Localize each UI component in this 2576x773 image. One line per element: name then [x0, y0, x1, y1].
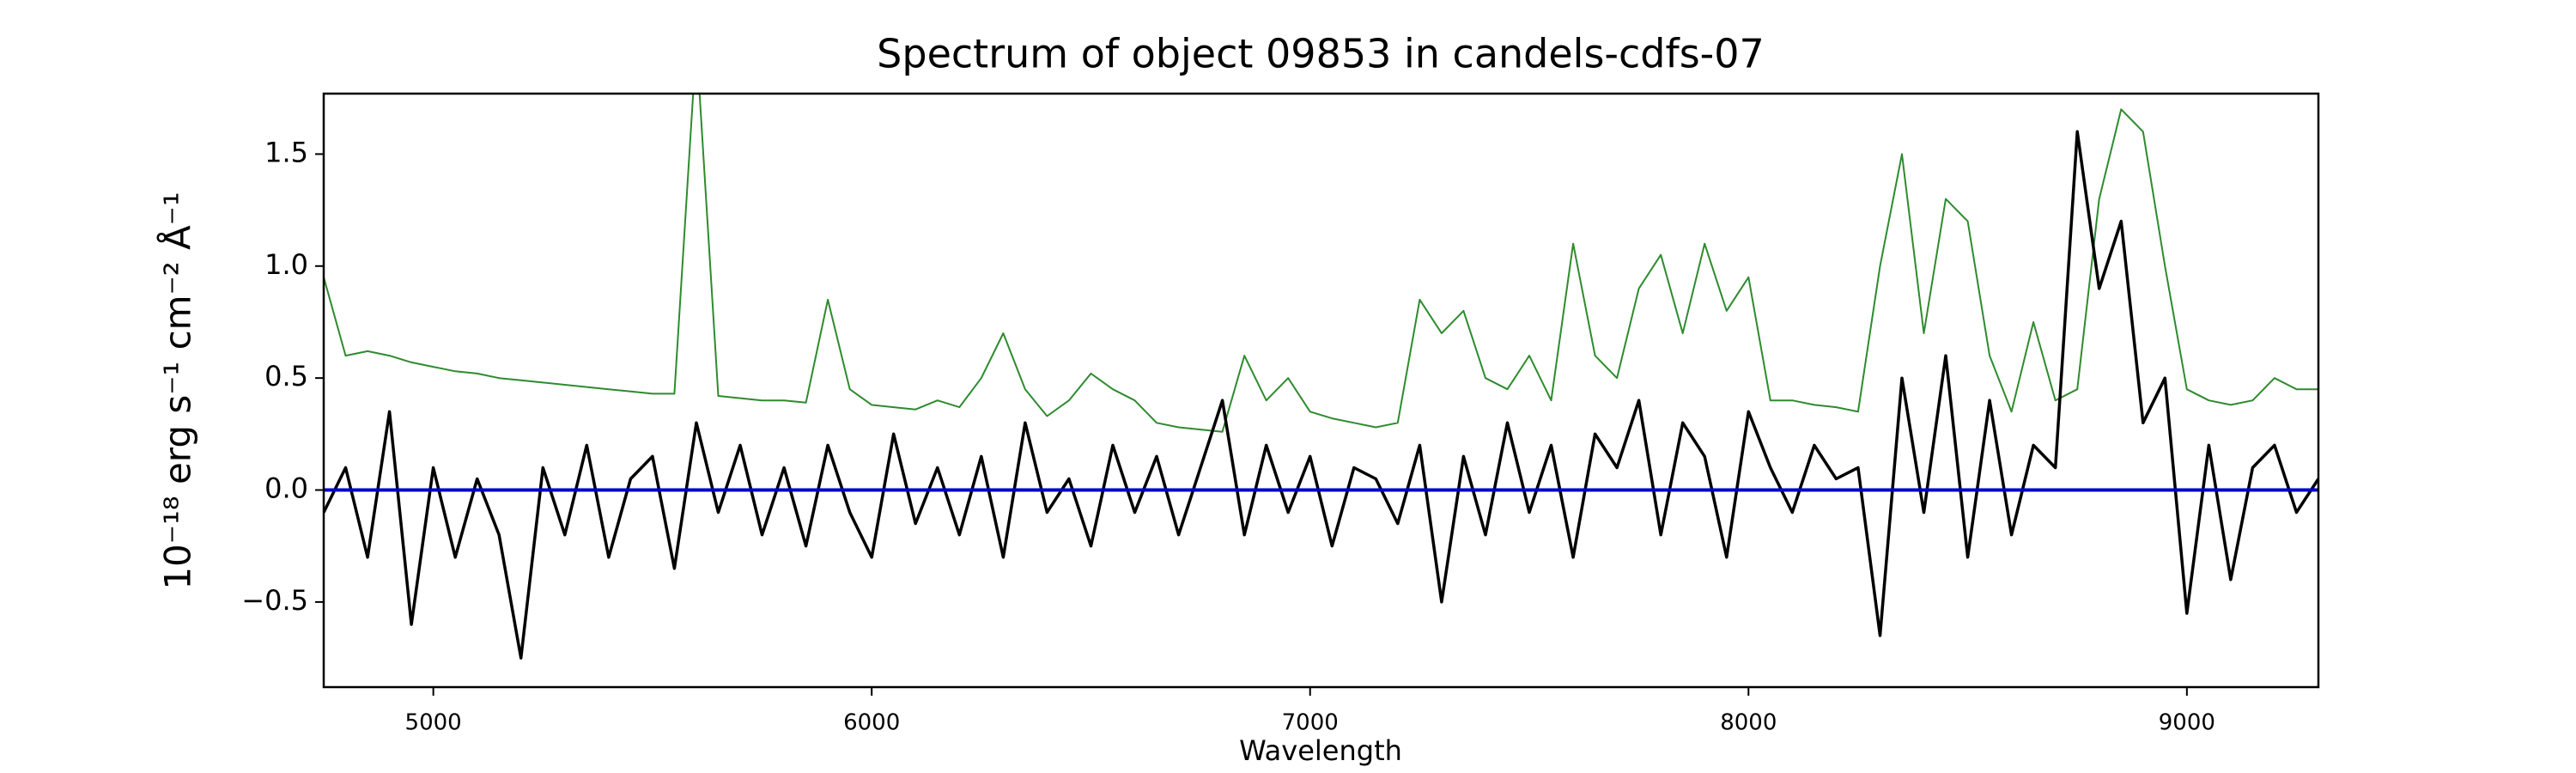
plot-area: [324, 94, 2318, 660]
spectrum-line: [324, 94, 2318, 433]
y-tick-label: 0.0: [264, 472, 308, 505]
y-tick-label: 0.5: [264, 360, 308, 393]
axes-frame: [322, 92, 2320, 689]
y-tick-label: −0.5: [241, 584, 308, 617]
x-tick-label: 7000: [1282, 710, 1339, 736]
x-tick-label: 8000: [1720, 710, 1777, 736]
x-tick-label: 6000: [843, 710, 900, 736]
y-tick-label: 1.0: [264, 248, 308, 281]
spectrum-line: [324, 130, 2318, 660]
x-axis-label: Wavelength: [1239, 734, 1402, 767]
chart-title: Spectrum of object 09853 in candels-cdfs…: [877, 31, 1765, 77]
x-tick-label: 5000: [405, 710, 462, 736]
x-tick-label: 9000: [2159, 710, 2215, 736]
y-tick-label: 1.5: [264, 136, 308, 168]
y-axis-label: 10⁻¹⁸ erg s⁻¹ cm⁻² Å⁻¹: [156, 192, 199, 589]
